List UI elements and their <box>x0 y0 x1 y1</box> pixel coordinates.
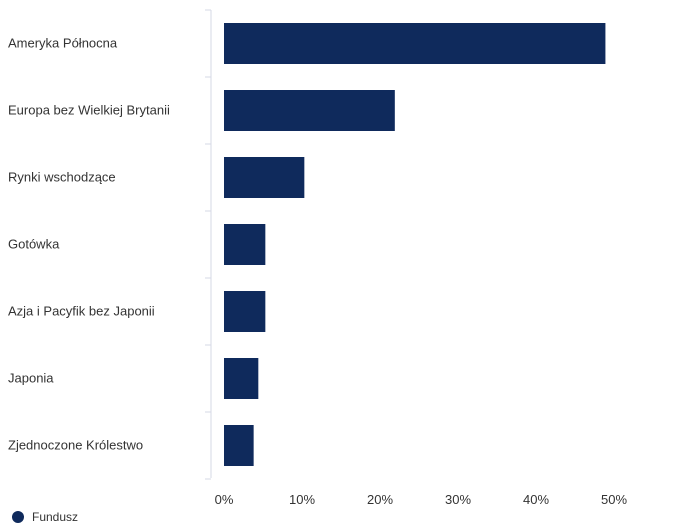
x-tick-label: 20% <box>367 492 393 507</box>
bar <box>224 224 266 265</box>
x-tick-label: 50% <box>601 492 627 507</box>
bar <box>224 23 606 64</box>
category-label: Ameryka Północna <box>8 36 118 51</box>
legend-label-fundusz: Fundusz <box>32 510 79 524</box>
category-label: Zjednoczone Królestwo <box>8 438 143 453</box>
category-label: Gotówka <box>8 237 60 252</box>
category-label: Azja i Pacyfik bez Japonii <box>8 304 155 319</box>
bar <box>224 90 395 131</box>
bar <box>224 157 305 198</box>
category-label: Europa bez Wielkiej Brytanii <box>8 103 170 118</box>
x-tick-label: 0% <box>215 492 234 507</box>
bar <box>224 291 266 332</box>
x-tick-label: 40% <box>523 492 549 507</box>
x-tick-label: 30% <box>445 492 471 507</box>
bar <box>224 425 254 466</box>
bar <box>224 358 259 399</box>
legend-swatch-fundusz <box>12 511 24 523</box>
x-tick-label: 10% <box>289 492 315 507</box>
legend: Fundusz <box>12 510 78 524</box>
category-label: Japonia <box>8 371 54 386</box>
category-label: Rynki wschodzące <box>8 170 116 185</box>
